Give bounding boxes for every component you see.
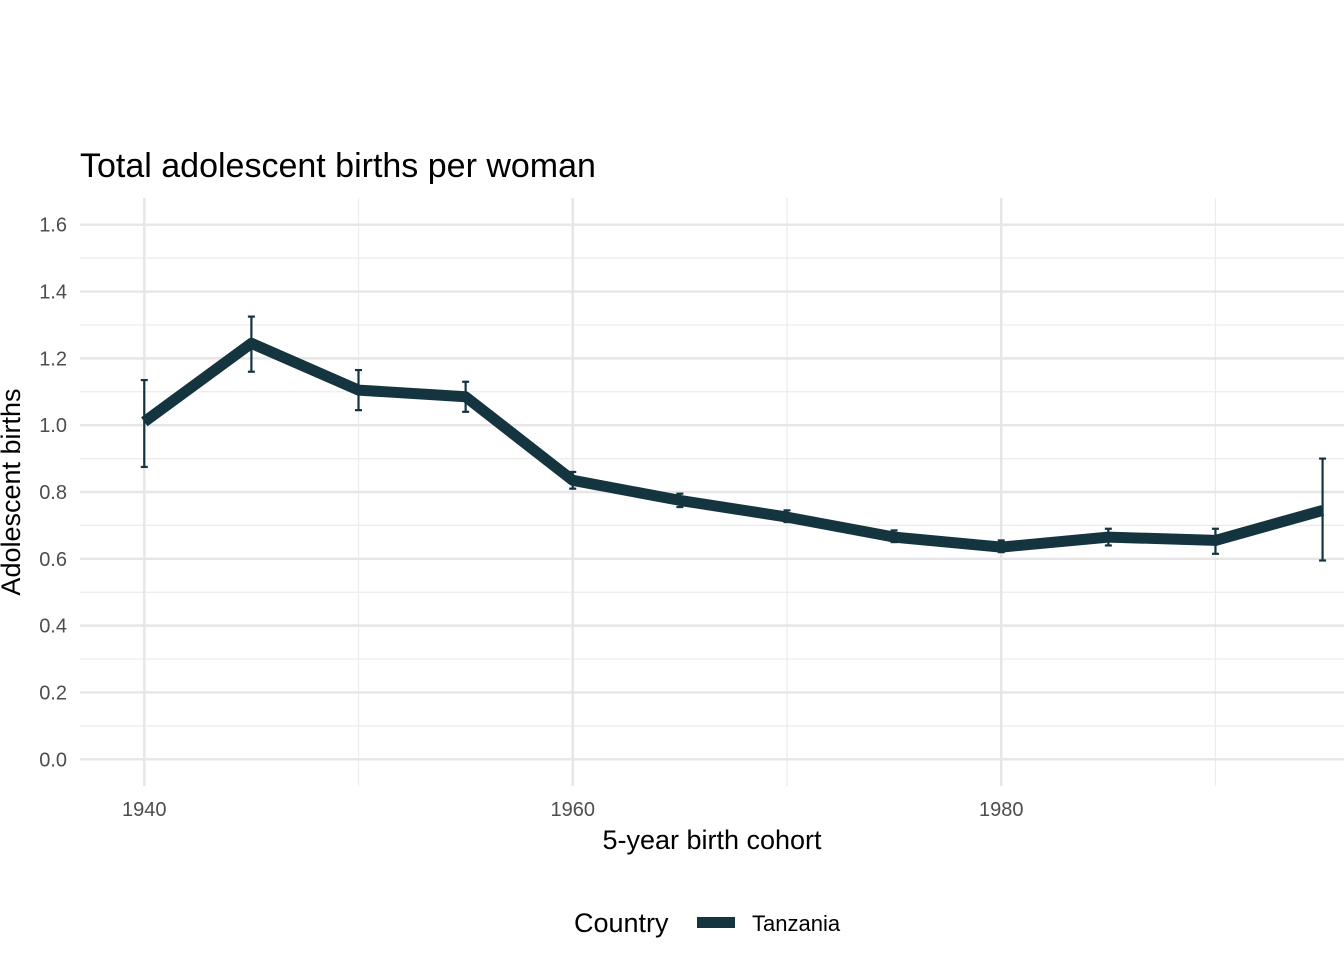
x-tick-label: 1980: [979, 799, 1024, 821]
y-tick-label: 0.0: [39, 749, 67, 771]
y-tick-label: 1.2: [39, 348, 67, 370]
y-tick-label: 1.4: [39, 282, 67, 304]
y-tick-label: 0.8: [39, 482, 67, 504]
legend-key-tanzania: [697, 917, 735, 928]
y-tick-label: 0.6: [39, 549, 67, 571]
x-axis-label: 5-year birth cohort: [602, 825, 822, 855]
x-tick-label: 1940: [122, 799, 167, 821]
series-line: [141, 337, 1325, 553]
y-tick-label: 1.6: [39, 215, 67, 237]
error-bar: [140, 378, 148, 469]
tick-labels: 0.0 0.2 0.4 0.6 0.8 1.0 1.2 1.4 1.6 1940 1960 1980: [39, 215, 1023, 821]
y-axis-label: Adolescent births: [0, 388, 26, 595]
y-tick-label: 0.2: [39, 682, 67, 704]
major-gridlines: [80, 198, 1344, 786]
minor-gridlines: [80, 198, 1344, 786]
legend: Country Tanzania: [574, 908, 841, 938]
chart-title: Total adolescent births per woman: [80, 147, 596, 185]
legend-label-tanzania: Tanzania: [752, 911, 841, 936]
error-bar: [1319, 457, 1327, 562]
series-layer: [140, 315, 1327, 562]
y-tick-label: 1.0: [39, 415, 67, 437]
series-tanzania: [140, 315, 1327, 562]
x-tick-label: 1960: [550, 799, 595, 821]
y-tick-label: 0.4: [39, 616, 67, 638]
legend-title: Country: [574, 908, 669, 938]
